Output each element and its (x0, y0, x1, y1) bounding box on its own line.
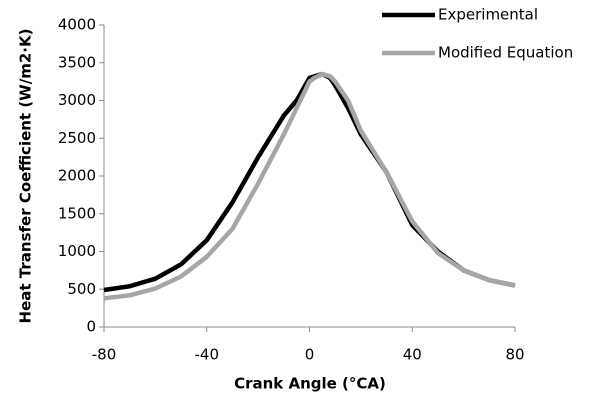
y-tick-label: 2000 (58, 167, 96, 185)
y-tick-label: 1000 (58, 242, 96, 260)
y-tick-label: 500 (67, 280, 96, 298)
y-tick-label: 3000 (58, 91, 96, 109)
y-tick-label: 0 (86, 318, 96, 336)
x-tick-label: 40 (403, 346, 422, 364)
y-tick-label: 3500 (58, 53, 96, 71)
series-line (103, 71, 516, 301)
x-tick-label: -40 (195, 346, 220, 364)
x-tick-label: 80 (505, 346, 524, 364)
x-tick-label: -80 (92, 346, 117, 364)
y-tick-label: 1500 (58, 204, 96, 222)
legend-label: Modified Equation (438, 44, 573, 62)
series-line (103, 71, 516, 293)
y-tick-label: 2500 (58, 129, 96, 147)
legend-label: Experimental (438, 6, 538, 24)
x-axis-label: Crank Angle (°CA) (234, 375, 386, 393)
x-tick-label: 0 (305, 346, 315, 364)
y-tick-label: 4000 (58, 16, 96, 34)
y-axis-label: Heat Transfer Coefficient (W/m2·K) (17, 29, 35, 324)
